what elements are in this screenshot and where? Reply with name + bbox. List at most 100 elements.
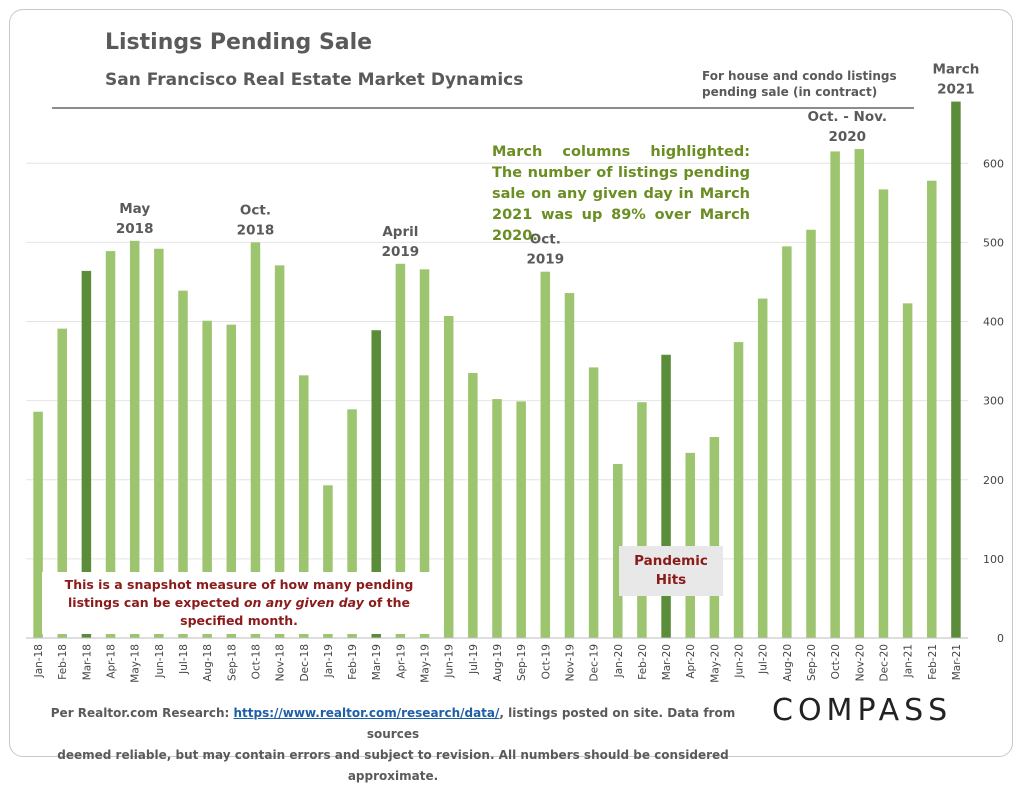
bar-May-18 [129,240,140,638]
bar-Mar-20 [661,354,671,638]
x-tick-label: Jun-19 [444,644,456,679]
x-tick-label: Nov-18 [275,644,287,681]
y-tick-label: 600 [983,157,1004,170]
x-tick-label: Mar-21 [951,644,963,680]
bar-Oct-18 [250,242,261,639]
bar-Jun-18 [154,248,164,638]
x-tick-label: Mar-20 [661,644,673,680]
x-tick-label: Jul-18 [178,644,190,675]
x-tick-label: Jun-20 [734,644,746,679]
x-tick-label: Mar-18 [81,644,93,680]
x-tick-label: Mar-19 [371,644,383,680]
x-tick-label: Oct-20 [830,644,842,679]
x-tick-label: Aug-18 [202,644,214,682]
bar-annotation-label: 2018 [116,221,154,237]
footer-line-2: deemed reliable, but may contain errors … [57,748,729,783]
bar-Dec-18 [299,375,309,638]
bar-Aug-20 [782,246,792,638]
bar-Sep-20 [806,229,816,639]
bar-May-19 [419,269,430,638]
x-axis-ticks: Jan-18 Feb-18 Mar-18 Apr-18 May-18 Jun-18 Jul-… [33,644,963,683]
x-tick-label: Dec-20 [878,644,890,681]
chart-title: Listings Pending Sale [105,30,373,55]
bar-annotation-label: Oct. [240,202,271,218]
x-tick-label: Sep-20 [806,644,818,681]
footer-line-1: Per Realtor.com Research: https://www.re… [48,703,738,745]
x-tick-label: Aug-20 [782,644,794,682]
header-divider [52,107,914,109]
x-tick-label: Nov-20 [854,644,866,681]
bar-Jan-20 [613,463,623,638]
bar-Oct-19 [540,271,551,638]
footer-prefix: Per Realtor.com Research: [50,706,234,720]
bar-annotation-label: 2021 [937,82,975,98]
x-tick-label: May-18 [130,644,142,683]
y-tick-label: 200 [983,474,1004,487]
x-tick-label: Jan-18 [33,644,45,678]
x-tick-label: Sep-19 [516,644,528,681]
bar-Jan-18 [33,411,43,638]
y-tick-label: 0 [997,632,1004,645]
bar-Jul-18 [178,290,188,638]
x-tick-label: Jan-19 [323,644,335,678]
bar-annotation-label: May [119,201,150,217]
bar-annotation-label: Oct. - Nov. [807,109,886,125]
bar-annotation-label: Oct. [530,232,561,248]
x-tick-label: Feb-20 [637,644,649,680]
y-axis-ticks: 0 100 200 300 400 500 600 [983,157,1004,645]
bar-Jun-19 [443,315,454,638]
x-tick-label: Apr-18 [106,644,118,679]
x-tick-label: May-19 [420,644,432,683]
bar-chart: 0 100 200 300 400 500 600 Jan-18 Feb-18 Mar-18 Ap… [26,62,1004,683]
bar-Mar-19 [371,330,381,638]
x-tick-label: Sep-18 [226,644,238,681]
bar-Jan-19 [323,485,333,638]
bar-Aug-18 [202,320,212,638]
bar-annotation-label: April [382,224,418,240]
bar-annotation-label: 2020 [828,129,866,145]
bars [33,101,961,639]
bar-Feb-19 [347,409,357,638]
x-tick-label: Apr-20 [685,644,697,679]
source-link[interactable]: https://www.realtor.com/research/data/ [233,706,500,720]
bar-Feb-18 [57,328,67,638]
source-footer: Per Realtor.com Research: https://www.re… [48,703,738,787]
bar-Oct-20 [830,151,840,639]
bar-May-20 [709,437,720,638]
bar-Nov-18 [274,265,285,638]
x-tick-label: Dec-18 [299,644,311,681]
bar-Mar-18 [81,270,92,638]
snapshot-note-emphasis: on any given day [243,595,364,610]
x-tick-label: Jul-20 [758,644,770,675]
y-tick-label: 100 [983,553,1004,566]
bar-Apr-19 [395,263,406,638]
bar-Apr-20 [685,452,695,638]
bar-Apr-18 [105,251,116,639]
x-tick-label: May-20 [709,644,721,683]
bar-Feb-21 [927,180,937,638]
x-tick-label: Feb-21 [927,644,939,680]
footer-suffix: , listings posted on site. Data from sou… [366,706,736,741]
bar-Sep-18 [226,324,237,638]
x-tick-label: Jan-20 [613,644,625,678]
x-tick-label: Oct-19 [540,644,552,679]
x-tick-label: Aug-19 [492,644,504,682]
bar-annotation-label: 2018 [237,222,275,238]
bar-annotation-label: 2019 [527,252,565,268]
bar-Feb-20 [637,402,647,638]
x-tick-label: Jul-19 [468,644,480,675]
bar-annotation-label: 2019 [382,244,420,260]
x-tick-label: Apr-19 [395,644,407,679]
bar-Jan-21 [902,303,913,638]
y-tick-label: 400 [983,316,1004,329]
scope-note: For house and condo listings pending sal… [702,69,897,99]
bar-Dec-20 [878,189,889,638]
x-tick-label: Oct-18 [250,644,262,679]
x-tick-label: Dec-19 [589,644,601,681]
march-highlight-note: March columns highlighted: The number of… [492,144,750,244]
bar-Aug-19 [492,399,502,638]
bar-Nov-19 [564,293,575,638]
chart-subtitle: San Francisco Real Estate Market Dynamic… [105,70,524,90]
bar-annotation-label: March [933,62,980,78]
x-tick-label: Nov-19 [564,644,576,681]
